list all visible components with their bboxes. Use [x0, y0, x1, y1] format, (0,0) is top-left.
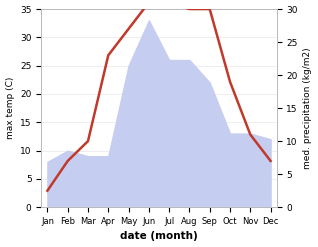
Y-axis label: max temp (C): max temp (C)	[5, 77, 15, 139]
Y-axis label: med. precipitation (kg/m2): med. precipitation (kg/m2)	[303, 47, 313, 169]
X-axis label: date (month): date (month)	[120, 231, 198, 242]
